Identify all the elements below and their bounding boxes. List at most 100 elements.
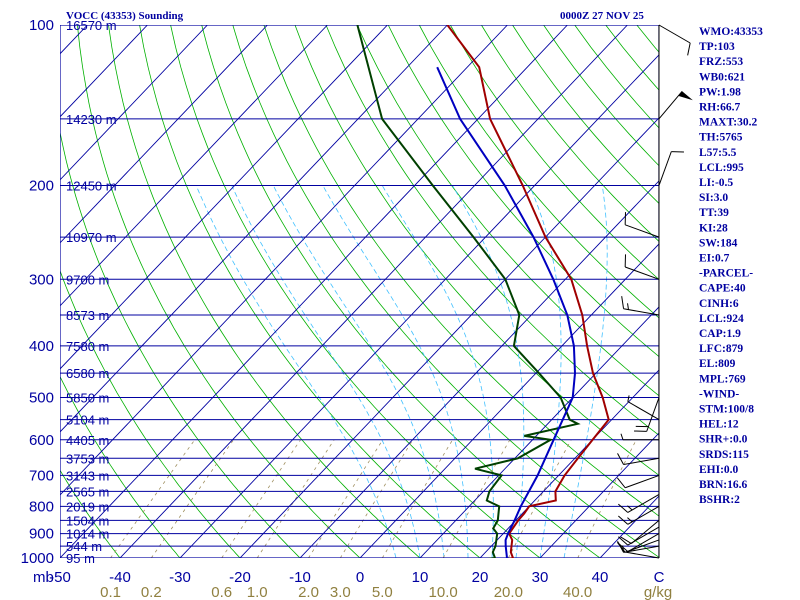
height-label: 14230 m bbox=[66, 112, 117, 127]
height-label: 5850 m bbox=[66, 391, 109, 406]
mixing-ratio-label: 0.2 bbox=[141, 584, 162, 600]
wind-barb-feather bbox=[620, 536, 632, 544]
moist-adiabat bbox=[529, 185, 562, 558]
profile-lines bbox=[356, 25, 610, 558]
wind-barb bbox=[625, 224, 660, 238]
mixing-ratio-line bbox=[221, 439, 301, 558]
index-line: SHR+:0.0 bbox=[699, 434, 748, 446]
mixing-ratio-label: 10.0 bbox=[429, 584, 458, 600]
height-label: 5104 m bbox=[66, 413, 109, 428]
index-line: MPL:769 bbox=[699, 373, 746, 385]
wind-barb-half bbox=[627, 303, 629, 310]
wind-barb bbox=[623, 551, 660, 559]
isotherm bbox=[60, 25, 268, 244]
pressure-label-700: 700 bbox=[29, 467, 54, 484]
temperature-label: 30 bbox=[532, 569, 549, 586]
mixing-ratio-line bbox=[308, 439, 384, 558]
dry-adiabat bbox=[792, 25, 800, 558]
index-line: CAPE:40 bbox=[699, 283, 746, 295]
mixing-ratio-line bbox=[150, 439, 234, 558]
wind-barb bbox=[623, 308, 660, 316]
index-line: EI:0.7 bbox=[699, 253, 730, 265]
index-line: -PARCEL- bbox=[699, 268, 753, 280]
index-line: SW:184 bbox=[699, 237, 738, 249]
pressure-label-200: 200 bbox=[29, 177, 54, 194]
wind-barb bbox=[627, 401, 660, 421]
height-label: 7580 m bbox=[66, 339, 109, 354]
mixing-ratio-label: 2.0 bbox=[298, 584, 319, 600]
isotherm bbox=[60, 25, 568, 558]
isotherm bbox=[239, 117, 659, 558]
temperature-label: 40 bbox=[592, 569, 609, 586]
height-label: 95 m bbox=[66, 551, 95, 566]
moist-adiabat bbox=[563, 185, 608, 558]
index-line: SI:3.0 bbox=[699, 192, 728, 204]
dry-adiabat bbox=[201, 25, 601, 558]
mixing-ratio-line bbox=[577, 439, 637, 558]
isotherm bbox=[299, 180, 659, 558]
dry-adiabat bbox=[761, 25, 800, 558]
index-line: STM:100/8 bbox=[699, 404, 754, 416]
wind-barb bbox=[623, 457, 660, 466]
wind-barb-feather bbox=[687, 42, 691, 56]
height-label: 10970 m bbox=[66, 230, 117, 245]
temperature-label: -50 bbox=[49, 569, 71, 586]
isotherm bbox=[60, 25, 328, 307]
index-line: LFC:879 bbox=[699, 343, 743, 355]
mixing-ratio-unit-label: g/kg bbox=[644, 584, 672, 600]
index-line: L57:5.5 bbox=[699, 147, 737, 159]
isotherm bbox=[539, 432, 659, 558]
wind-barb bbox=[625, 474, 660, 489]
height-label: 12450 m bbox=[66, 178, 117, 193]
index-line: WMO:43353 bbox=[699, 26, 763, 38]
index-line: LCL:995 bbox=[699, 162, 744, 174]
wind-barb bbox=[646, 397, 660, 432]
mixing-ratio-label: 40.0 bbox=[563, 584, 592, 600]
pressure-label-300: 300 bbox=[29, 271, 54, 288]
wind-barb bbox=[623, 545, 660, 553]
height-label: 2019 m bbox=[66, 499, 109, 514]
isotherm bbox=[479, 369, 659, 558]
wind-barb bbox=[658, 151, 672, 186]
mixing-ratio-label: 0.6 bbox=[211, 584, 232, 600]
temperature-unit-label: C bbox=[654, 569, 665, 586]
temperature-label: 0 bbox=[356, 569, 364, 586]
index-line: EHI:0.0 bbox=[699, 464, 739, 476]
temperature-label: -10 bbox=[289, 569, 311, 586]
height-label: 3753 m bbox=[66, 451, 109, 466]
wind-barb bbox=[627, 505, 660, 525]
pressure-unit-label: mb bbox=[33, 569, 54, 586]
temperature-label: 10 bbox=[412, 569, 429, 586]
index-line: CAP:1.9 bbox=[699, 328, 741, 340]
wind-barb bbox=[625, 266, 660, 280]
height-label: 544 m bbox=[66, 539, 102, 554]
dry-adiabat bbox=[449, 25, 659, 281]
wind-barb-feather bbox=[618, 515, 629, 525]
wind-barb-feather bbox=[618, 536, 629, 546]
index-line: FRZ:553 bbox=[699, 56, 743, 68]
index-line: -WIND- bbox=[699, 388, 739, 400]
index-line: KI:28 bbox=[699, 222, 728, 234]
index-line: LCL:924 bbox=[699, 313, 744, 325]
index-line: CINH:6 bbox=[699, 298, 739, 310]
height-label: 16570 m bbox=[66, 18, 117, 33]
mixing-ratio-label: 5.0 bbox=[372, 584, 393, 600]
index-line: BRN:16.6 bbox=[699, 479, 747, 491]
isotherm bbox=[60, 25, 508, 496]
temperature-label: 20 bbox=[472, 569, 489, 586]
wind-barb bbox=[658, 24, 691, 44]
index-line: TP:103 bbox=[699, 41, 735, 53]
pressure-label-500: 500 bbox=[29, 390, 54, 407]
height-label: 6580 m bbox=[66, 366, 109, 381]
dry-adiabat bbox=[543, 25, 659, 167]
index-line: TT:39 bbox=[699, 207, 729, 219]
wind-barb-flag bbox=[678, 91, 693, 101]
dry-adiabat bbox=[170, 25, 541, 558]
wind-barb-feather bbox=[621, 296, 625, 309]
index-line: RH:66.7 bbox=[699, 102, 740, 114]
wind-barb-half bbox=[620, 433, 624, 440]
dewpoint-line bbox=[356, 25, 581, 558]
height-label: 3143 m bbox=[66, 468, 109, 483]
index-line: LI:-0.5 bbox=[699, 177, 733, 189]
height-label: 4405 m bbox=[66, 433, 109, 448]
